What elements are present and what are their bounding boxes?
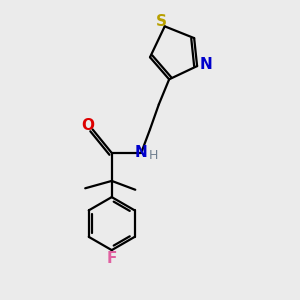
- Text: H: H: [149, 149, 158, 162]
- Text: S: S: [156, 14, 167, 29]
- Text: N: N: [135, 146, 148, 160]
- Text: F: F: [106, 251, 117, 266]
- Text: N: N: [200, 57, 212, 72]
- Text: O: O: [82, 118, 95, 134]
